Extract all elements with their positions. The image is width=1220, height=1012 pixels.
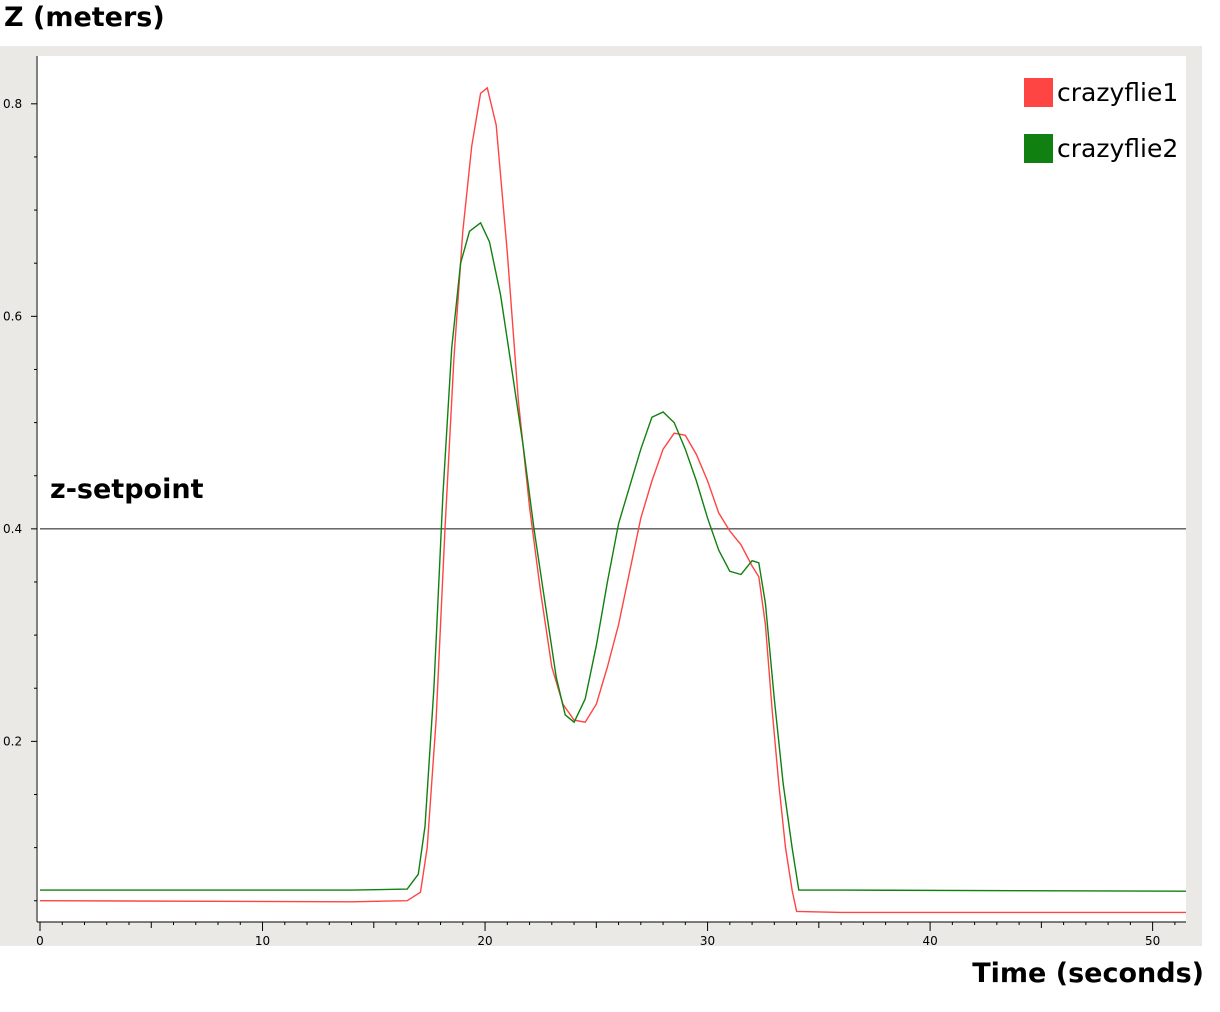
y-tick-label: 0.6 <box>3 309 22 323</box>
legend-item-crazyflie1: crazyflie1 <box>1024 74 1178 110</box>
y-axis-title: Z (meters) <box>4 2 165 33</box>
axes: 0 10 20 30 40 50 0.2 0.4 0.6 0.8 <box>3 56 1186 948</box>
y-tick-label: 0.8 <box>3 97 22 111</box>
legend-swatch-crazyflie2 <box>1024 133 1053 163</box>
legend-label-crazyflie1: crazyflie1 <box>1057 77 1179 107</box>
x-axis-title: Time (seconds) <box>972 958 1204 989</box>
series-lines <box>39 86 1187 914</box>
legend-item-crazyflie2: crazyflie2 <box>1024 130 1178 166</box>
series-line-crazyflie1 <box>39 86 1186 914</box>
series-line-crazyflie2 <box>40 221 1187 892</box>
x-tick-label: 40 <box>922 934 937 948</box>
x-tick-label: 30 <box>700 934 715 948</box>
legend: crazyflie1 crazyflie2 <box>1024 74 1178 186</box>
legend-label-crazyflie2: crazyflie2 <box>1057 133 1179 163</box>
y-tick-label: 0.4 <box>3 522 22 536</box>
setpoint-label: z-setpoint <box>50 474 204 505</box>
y-tick-label: 0.2 <box>3 734 22 748</box>
legend-swatch-crazyflie1 <box>1024 77 1053 107</box>
plot-area <box>36 56 1186 922</box>
x-tick-label: 50 <box>1145 934 1160 948</box>
x-tick-label: 20 <box>477 934 492 948</box>
x-tick-label: 0 <box>36 934 44 948</box>
x-tick-label: 10 <box>255 934 270 948</box>
